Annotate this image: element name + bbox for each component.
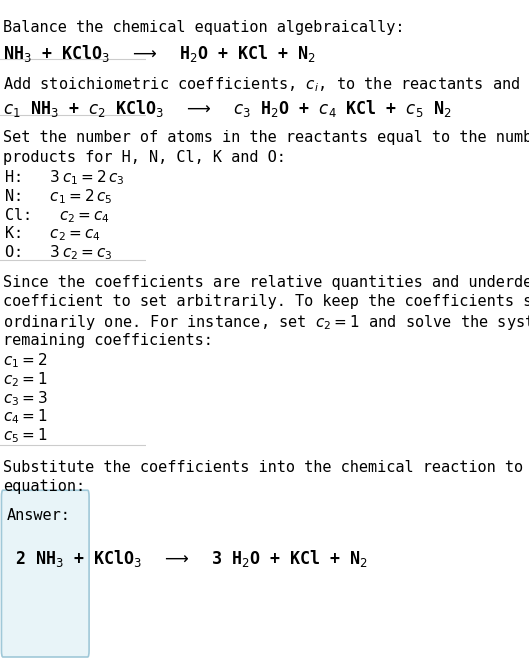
Text: O:   $3\,c_2 = c_3$: O: $3\,c_2 = c_3$	[4, 243, 113, 262]
Text: $c_4 = 1$: $c_4 = 1$	[3, 408, 48, 426]
Text: $c_5 = 1$: $c_5 = 1$	[3, 426, 48, 445]
Text: 2 NH$_3$ + KClO$_3$  $\longrightarrow$  3 H$_2$O + KCl + N$_2$: 2 NH$_3$ + KClO$_3$ $\longrightarrow$ 3 …	[15, 548, 368, 569]
Text: $c_2 = 1$: $c_2 = 1$	[3, 370, 48, 389]
Text: $c_1 = 2$: $c_1 = 2$	[3, 352, 48, 370]
Text: Substitute the coefficients into the chemical reaction to obtain the balanced: Substitute the coefficients into the che…	[3, 460, 529, 474]
Text: H:   $3\,c_1 = 2\,c_3$: H: $3\,c_1 = 2\,c_3$	[4, 169, 125, 187]
Text: $c_1$ NH$_3$ + $c_2$ KClO$_3$  $\longrightarrow$  $c_3$ H$_2$O + $c_4$ KCl + $c_: $c_1$ NH$_3$ + $c_2$ KClO$_3$ $\longrigh…	[3, 98, 451, 119]
Text: Balance the chemical equation algebraically:: Balance the chemical equation algebraica…	[3, 20, 405, 35]
Text: Add stoichiometric coefficients, $c_i$, to the reactants and products:: Add stoichiometric coefficients, $c_i$, …	[3, 75, 529, 93]
Text: K:   $c_2 = c_4$: K: $c_2 = c_4$	[4, 225, 101, 243]
Text: Set the number of atoms in the reactants equal to the number of atoms in the: Set the number of atoms in the reactants…	[3, 130, 529, 145]
Text: N:   $c_1 = 2\,c_5$: N: $c_1 = 2\,c_5$	[4, 187, 113, 206]
Text: products for H, N, Cl, K and O:: products for H, N, Cl, K and O:	[3, 150, 286, 165]
Text: Cl:   $c_2 = c_4$: Cl: $c_2 = c_4$	[4, 206, 111, 225]
Text: equation:: equation:	[3, 479, 85, 494]
Text: coefficient to set arbitrarily. To keep the coefficients small, the arbitrary va: coefficient to set arbitrarily. To keep …	[3, 294, 529, 309]
Text: ordinarily one. For instance, set $c_2 = 1$ and solve the system of equations fo: ordinarily one. For instance, set $c_2 =…	[3, 313, 529, 332]
Text: $c_3 = 3$: $c_3 = 3$	[3, 389, 48, 408]
FancyBboxPatch shape	[2, 490, 89, 657]
Text: NH$_3$ + KClO$_3$  $\longrightarrow$  H$_2$O + KCl + N$_2$: NH$_3$ + KClO$_3$ $\longrightarrow$ H$_2…	[3, 43, 316, 64]
Text: remaining coefficients:: remaining coefficients:	[3, 333, 213, 348]
Text: Answer:: Answer:	[6, 508, 70, 523]
Text: Since the coefficients are relative quantities and underdetermined, choose a: Since the coefficients are relative quan…	[3, 275, 529, 289]
